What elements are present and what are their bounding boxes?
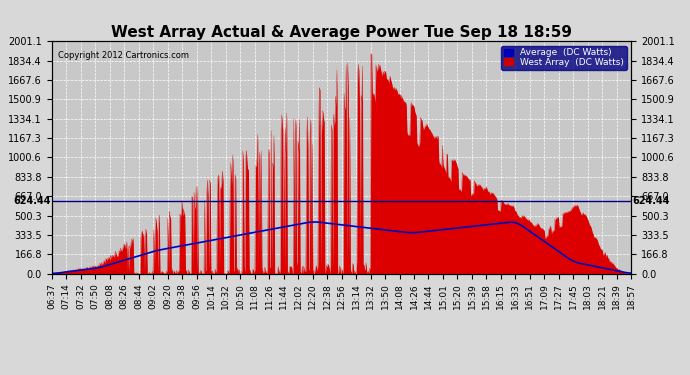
Legend: Average  (DC Watts), West Array  (DC Watts): Average (DC Watts), West Array (DC Watts… <box>502 46 627 70</box>
Title: West Array Actual & Average Power Tue Sep 18 18:59: West Array Actual & Average Power Tue Se… <box>111 25 572 40</box>
Text: 624.44: 624.44 <box>632 196 669 206</box>
Text: 624.44: 624.44 <box>14 196 51 206</box>
Text: Copyright 2012 Cartronics.com: Copyright 2012 Cartronics.com <box>57 51 188 60</box>
